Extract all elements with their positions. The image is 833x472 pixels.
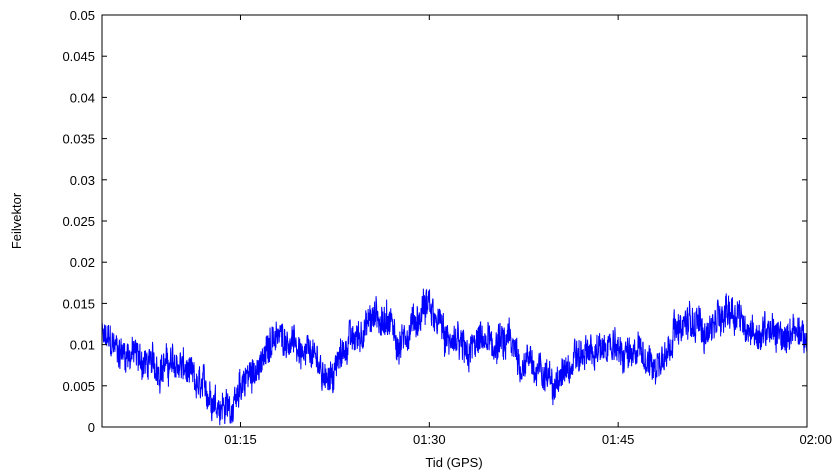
- x-tick-label: 01:15: [224, 432, 257, 447]
- x-axis: 01:15 01:30 01:45 02:00: [224, 15, 832, 447]
- y-tick-label: 0.045: [62, 49, 95, 64]
- plot-frame: [101, 14, 808, 428]
- y-tick-label: 0.015: [62, 296, 95, 311]
- y-axis-label: Feilvektor: [9, 192, 24, 249]
- y-tick-label: 0.01: [70, 338, 95, 353]
- y-tick-label: 0.05: [70, 8, 95, 23]
- x-tick-label: 01:45: [602, 432, 635, 447]
- y-tick-label: 0.04: [70, 90, 95, 105]
- x-axis-label: Tid (GPS): [425, 455, 482, 470]
- y-tick-label: 0.03: [70, 173, 95, 188]
- y-tick-label: 0.02: [70, 255, 95, 270]
- series-line: [101, 288, 808, 426]
- y-tick-label: 0.005: [62, 379, 95, 394]
- x-tick-label: 02:00: [799, 432, 832, 447]
- y-axis: 0 0.005 0.01 0.015 0.02 0.025 0.03 0.035 0.04 0.0…: [62, 8, 807, 435]
- series-layer: [101, 288, 808, 426]
- plot-area: [101, 14, 808, 428]
- y-tick-label: 0: [88, 420, 95, 435]
- y-tick-label: 0.035: [62, 132, 95, 147]
- x-tick-label: 01:30: [413, 432, 446, 447]
- y-tick-label: 0.025: [62, 214, 95, 229]
